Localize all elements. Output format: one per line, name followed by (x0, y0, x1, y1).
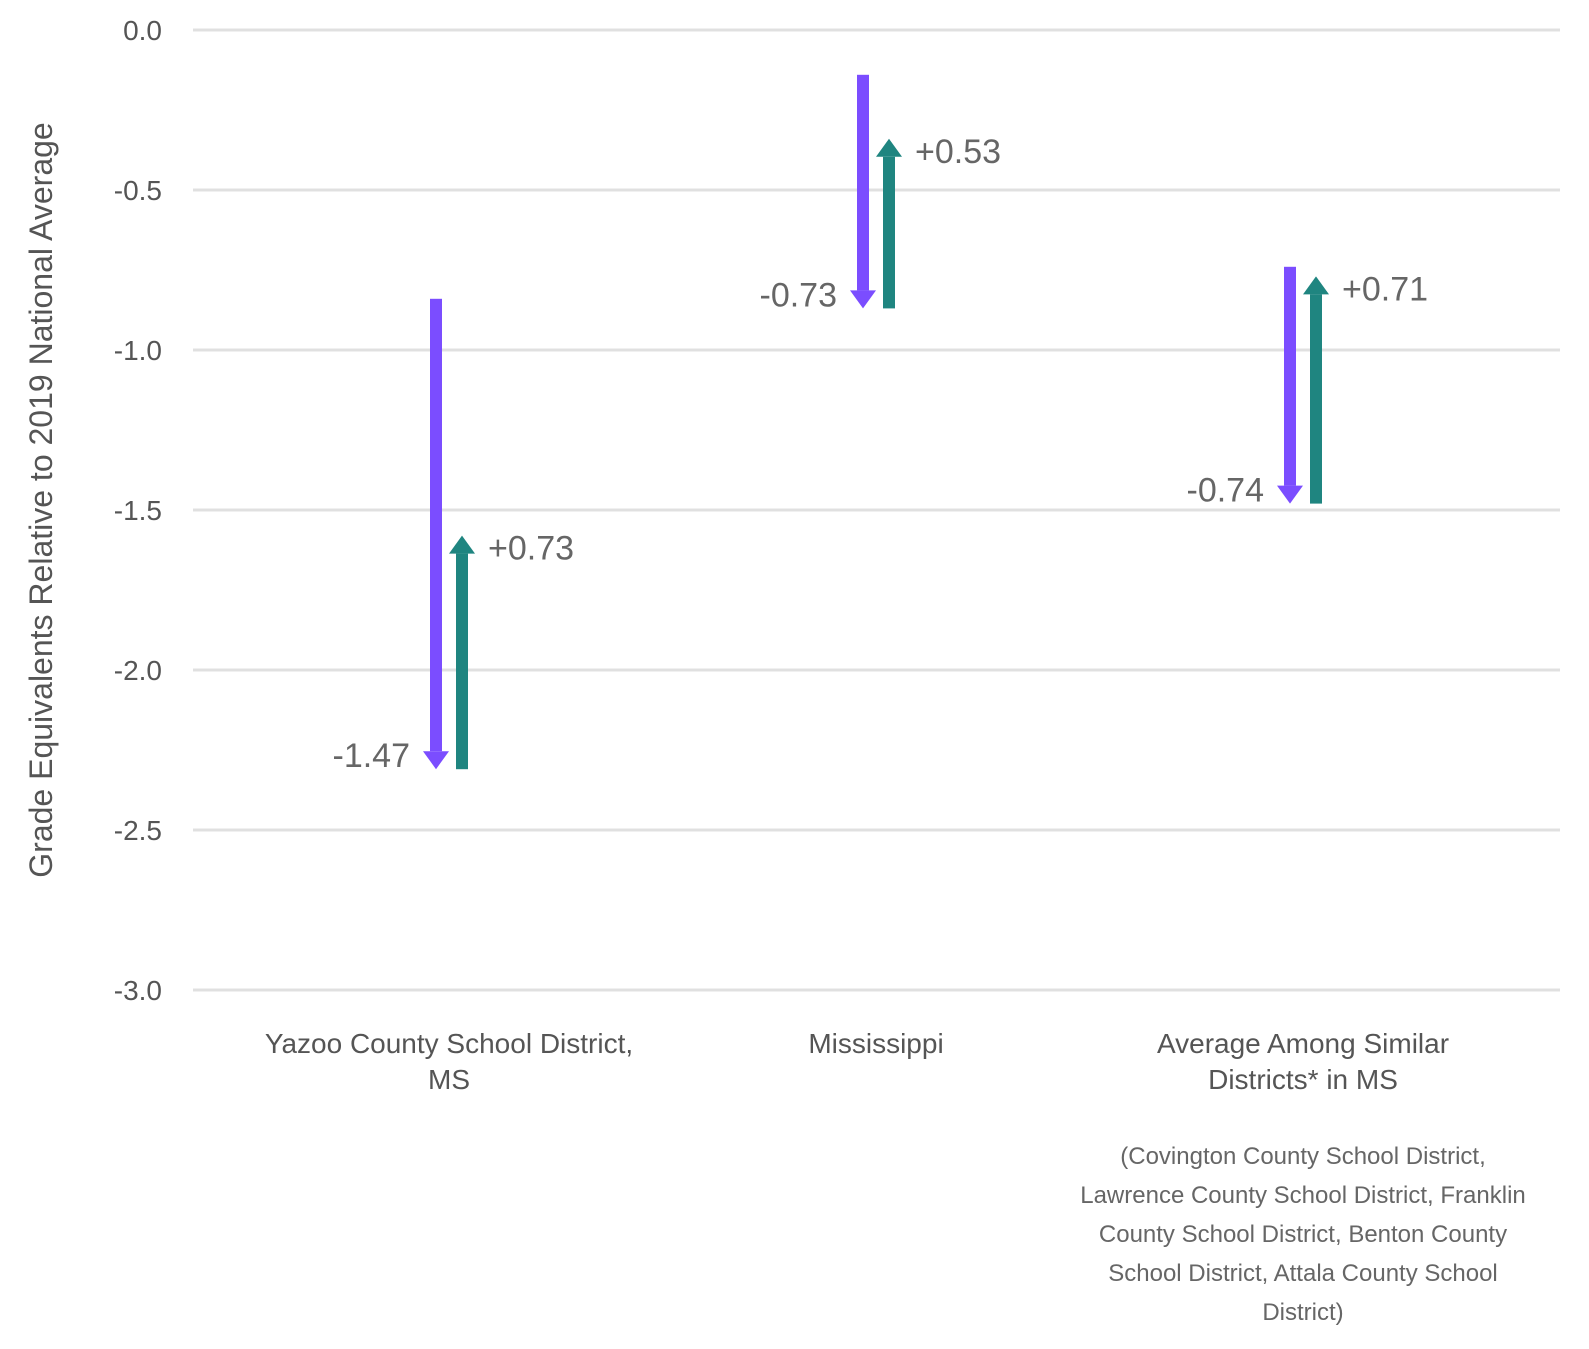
decline-value-label: -1.47 (333, 737, 411, 775)
category-label: Mississippi (808, 1028, 943, 1059)
y-tick-label: -0.5 (114, 175, 162, 206)
recovery-arrow-head (1303, 276, 1329, 295)
y-axis-label: Grade Equivalents Relative to 2019 Natio… (23, 122, 59, 877)
recovery-arrow-shaft (1310, 294, 1322, 504)
decline-arrow-head (1277, 485, 1303, 504)
category-label: Yazoo County School District, (265, 1028, 633, 1059)
decline-arrow-head (423, 751, 449, 770)
y-tick-labels: 0.0 -0.5 -1.0 -1.5 -2.0 -2.5 -3.0 (114, 15, 162, 1006)
category-note: (Covington County School District, (1120, 1143, 1485, 1170)
decline-arrow-shaft (1284, 266, 1296, 486)
decline-arrow-shaft (857, 74, 869, 291)
recovery-arrow-shaft (456, 553, 468, 770)
category-label: Districts* in MS (1208, 1064, 1398, 1095)
decline-arrow-shaft (430, 298, 442, 752)
y-tick-label: -1.0 (114, 335, 162, 366)
y-tick-label: 0.0 (123, 15, 162, 46)
category-note: Lawrence County School District, Frankli… (1080, 1182, 1526, 1209)
grid-layer (193, 28, 1560, 992)
category-note: School District, Attala County School (1108, 1260, 1498, 1287)
y-tick-label: -2.0 (114, 655, 162, 686)
recovery-arrow-head (876, 138, 902, 157)
recovery-value-label: +0.53 (915, 133, 1001, 171)
category-label: Average Among Similar (1157, 1028, 1449, 1059)
category-labels: Yazoo County School District, MS Mississip… (265, 1028, 1526, 1326)
y-tick-label: -2.5 (114, 815, 162, 846)
y-tick-label: -3.0 (114, 975, 162, 1006)
arrow-layer: -1.47 +0.73 -0.73 +0.53 -0.74 +0.71 (333, 74, 1428, 775)
recovery-value-label: +0.71 (1342, 270, 1428, 308)
recovery-value-label: +0.73 (488, 530, 574, 568)
decline-value-label: -0.74 (1187, 472, 1265, 510)
recovery-arrow-head (449, 535, 475, 554)
category-note: District) (1262, 1299, 1343, 1326)
decline-arrow-head (850, 290, 876, 309)
recovery-arrow-shaft (883, 156, 895, 309)
decline-value-label: -0.73 (760, 276, 838, 314)
y-tick-label: -1.5 (114, 495, 162, 526)
category-label: MS (428, 1064, 470, 1095)
category-note: County School District, Benton County (1099, 1221, 1507, 1248)
